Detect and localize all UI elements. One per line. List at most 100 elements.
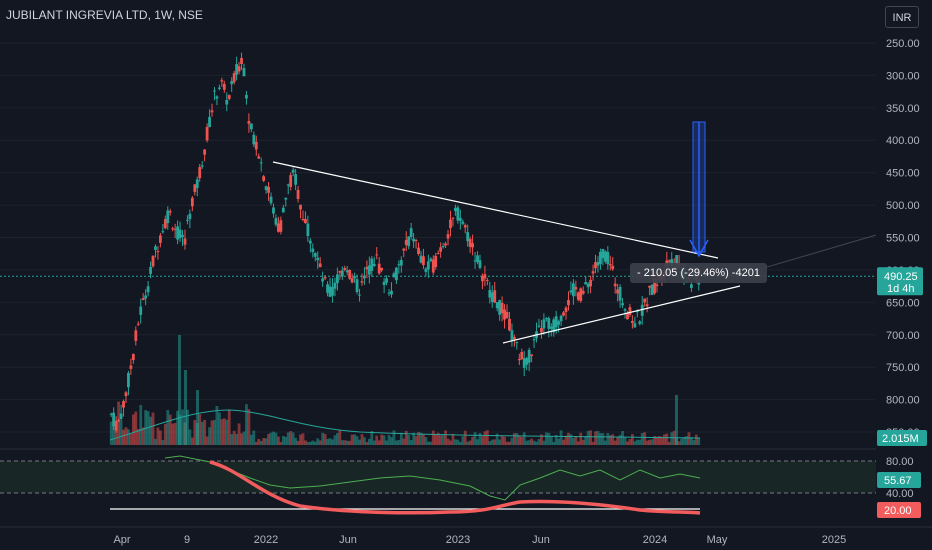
- candle: [195, 176, 199, 197]
- volume-bar: [599, 433, 602, 445]
- price-tick-label: 750.00: [886, 362, 920, 374]
- volume-bar: [156, 427, 160, 445]
- candle: [237, 61, 241, 75]
- volume-bar: [370, 430, 374, 445]
- candle: [161, 224, 165, 234]
- candle: [227, 94, 231, 101]
- candle: [156, 246, 160, 260]
- price-tick-label: 800.00: [886, 395, 920, 407]
- candle: [606, 246, 610, 270]
- candle: [517, 353, 521, 366]
- candle: [151, 255, 155, 268]
- candle: [471, 234, 475, 256]
- volume-bar: [252, 430, 256, 445]
- candle: [109, 412, 113, 418]
- volume-bar: [222, 418, 226, 445]
- volume-bar: [267, 433, 270, 445]
- candle: [633, 316, 637, 329]
- candle: [149, 261, 152, 279]
- candle: [397, 260, 401, 274]
- candle: [557, 319, 561, 333]
- candle: [299, 204, 302, 219]
- volume-bar: [527, 440, 531, 445]
- candle: [252, 131, 256, 148]
- candle: [417, 242, 420, 256]
- volume-bar: [530, 438, 534, 445]
- rsi-ma-badge: 20.00: [877, 502, 921, 518]
- volume-bar: [576, 441, 580, 445]
- price-tick-label: 350.00: [886, 103, 920, 115]
- volume-bar: [225, 419, 229, 445]
- volume-bar: [232, 430, 236, 445]
- volume-bar: [520, 436, 524, 445]
- volume-bar: [564, 435, 568, 445]
- volume-bar: [264, 438, 268, 445]
- volume-bar: [380, 434, 384, 445]
- svg-text:1d 4h: 1d 4h: [887, 283, 915, 295]
- volume-bar: [136, 429, 140, 445]
- volume-bar: [203, 419, 207, 445]
- volume-bar: [569, 434, 573, 445]
- candle: [542, 313, 546, 336]
- volume-bar: [340, 440, 344, 445]
- currency-button[interactable]: INR: [885, 6, 919, 28]
- candle: [419, 250, 423, 264]
- volume-bar: [490, 439, 494, 445]
- candle: [296, 185, 300, 203]
- candle: [576, 291, 580, 302]
- volume-bar: [276, 436, 280, 445]
- volume-bar: [498, 439, 502, 445]
- volume-bar: [471, 436, 475, 445]
- volume-bar: [387, 434, 391, 445]
- candle: [409, 222, 413, 240]
- volume-bar: [119, 420, 123, 445]
- candle: [549, 323, 553, 337]
- volume-bar: [466, 441, 470, 445]
- volume-bar: [648, 439, 652, 445]
- candle: [515, 341, 519, 350]
- volume-bar: [508, 441, 511, 445]
- volume-bar: [697, 437, 701, 445]
- volume-bar: [589, 430, 593, 445]
- volume-ma-line: [109, 409, 701, 441]
- candle: [235, 56, 239, 81]
- candle: [139, 298, 143, 324]
- volume-bar: [621, 431, 624, 445]
- volume-bar: [193, 420, 197, 445]
- volume-bar: [272, 431, 275, 445]
- price-axis[interactable]: 850.00800.00750.00700.00650.00600.00550.…: [876, 0, 932, 550]
- candle: [186, 215, 189, 225]
- volume-bar: [680, 438, 683, 445]
- volume-bar: [458, 441, 462, 445]
- time-axis[interactable]: Apr 9 2022 Jun 2023 Jun 2024 May 2025: [0, 526, 932, 546]
- candle: [323, 275, 327, 281]
- volume-bar: [367, 438, 371, 445]
- price-tick-label: 300.00: [886, 70, 920, 82]
- candle: [220, 77, 224, 87]
- volume-bar: [257, 438, 261, 445]
- candle: [254, 135, 258, 156]
- volume-bar: [653, 436, 656, 445]
- candle: [350, 273, 354, 284]
- symbol-title[interactable]: JUBILANT INGREVIA LTD, 1W, NSE: [6, 8, 203, 22]
- candle: [269, 192, 273, 206]
- candle: [461, 219, 465, 226]
- volume-bar: [269, 432, 273, 445]
- candle: [589, 275, 593, 294]
- candle: [567, 291, 570, 311]
- volume-bar: [158, 430, 162, 445]
- candle: [387, 289, 391, 297]
- candlestick-series: [109, 52, 701, 433]
- measure-arrow-head: [689, 239, 709, 258]
- volume-bar: [217, 412, 221, 445]
- candle: [488, 281, 492, 304]
- volume-bar: [613, 440, 617, 445]
- candle: [348, 269, 352, 281]
- volume-bar: [109, 421, 113, 445]
- volume-bar: [360, 434, 364, 445]
- volume-bar: [503, 436, 506, 445]
- volume-bar: [431, 430, 435, 445]
- candle: [114, 416, 118, 433]
- candle: [166, 206, 170, 230]
